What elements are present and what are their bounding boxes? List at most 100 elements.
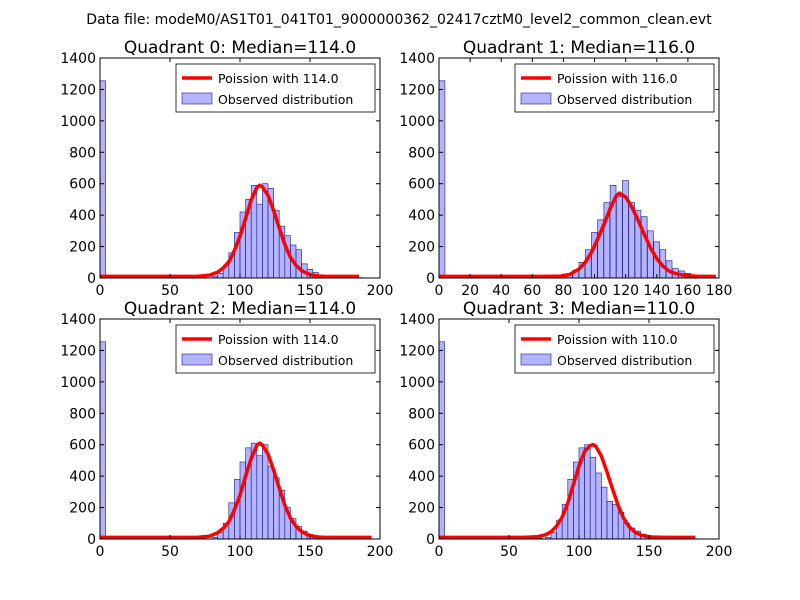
x-tick-label: 180 <box>706 283 733 299</box>
x-tick-label: 0 <box>435 544 444 560</box>
y-tick-label: 400 <box>408 208 435 224</box>
y-tick-label: 400 <box>69 208 96 224</box>
y-tick-label: 1200 <box>399 343 435 359</box>
y-tick-label: 1400 <box>60 51 96 67</box>
x-tick-label: 150 <box>297 283 324 299</box>
y-tick-label: 400 <box>408 469 435 485</box>
histogram-bar <box>628 202 635 278</box>
x-tick-label: 150 <box>636 544 663 560</box>
legend: Poission with 114.0 Observed distribution <box>175 324 376 374</box>
histogram-bar <box>100 80 106 278</box>
y-tick-label: 0 <box>87 532 96 548</box>
x-tick-label: 100 <box>581 283 608 299</box>
x-tick-label: 150 <box>297 544 324 560</box>
histogram-bar <box>603 202 611 278</box>
poisson-curve-line <box>439 191 716 278</box>
x-tick-label: 40 <box>492 283 510 299</box>
histogram-bars <box>100 80 364 278</box>
quadrant-2-chart: 0 50 100 150 200 0 200 400 600 800 1000 1200 1400 Qua… <box>60 299 393 560</box>
y-tick-label: 1200 <box>60 343 96 359</box>
x-tick-label: 20 <box>461 283 479 299</box>
histogram-bar <box>262 444 269 539</box>
figure-suptitle: Data file: modeM0/AS1T01_041T01_90000003… <box>86 12 712 28</box>
y-tick-label: 400 <box>69 469 96 485</box>
legend: Poission with 110.0 Observed distribution <box>514 324 715 374</box>
legend-histogram-swatch <box>520 353 552 366</box>
legend-curve-label: Poission with 116.0 <box>557 71 678 86</box>
histogram-bar <box>256 455 263 539</box>
poisson-curve-line <box>100 441 372 539</box>
x-tick-label: 0 <box>96 544 105 560</box>
y-tick-label: 800 <box>408 406 435 422</box>
poisson-curve-line <box>439 442 696 539</box>
y-tick-label: 1000 <box>399 375 435 391</box>
quadrant-0-chart: 0 50 100 150 200 0 200 400 600 800 1000 1200 1400 Qua… <box>60 38 393 299</box>
quadrant-title: Quadrant 2: Median=114.0 <box>124 299 356 319</box>
x-tick-label: 100 <box>227 544 254 560</box>
quadrant-title: Quadrant 3: Median=110.0 <box>463 299 695 319</box>
y-tick-label: 0 <box>87 271 96 287</box>
x-tick-label: 200 <box>706 544 733 560</box>
quadrant-1-chart: 0 20 40 60 80 100 120 140 160 180 0 200 400 600 800 100… <box>399 38 732 299</box>
y-tick-label: 0 <box>426 271 435 287</box>
x-tick-label: 200 <box>367 544 394 560</box>
histogram-bar <box>634 210 642 278</box>
y-tick-label: 1000 <box>60 375 96 391</box>
y-tick-label: 200 <box>408 240 435 256</box>
quadrant-title: Quadrant 1: Median=116.0 <box>463 38 695 58</box>
legend-histogram-swatch <box>181 92 213 105</box>
histogram-bar <box>597 219 604 278</box>
y-tick-label: 200 <box>69 240 96 256</box>
y-tick-label: 200 <box>69 501 96 517</box>
x-tick-label: 200 <box>367 283 394 299</box>
legend: Poission with 116.0 Observed distribution <box>514 63 715 113</box>
legend-curve-label: Poission with 114.0 <box>218 71 339 86</box>
legend-curve-label: Poission with 114.0 <box>218 332 339 347</box>
y-tick-label: 1000 <box>60 114 96 130</box>
y-tick-label: 600 <box>69 438 96 454</box>
histogram-bar <box>595 472 602 539</box>
x-tick-label: 80 <box>555 283 573 299</box>
y-tick-label: 1400 <box>60 312 96 328</box>
x-tick-label: 140 <box>643 283 670 299</box>
legend-histogram-label: Observed distribution <box>557 92 692 107</box>
histogram-bar <box>550 532 557 539</box>
poisson-curve-line <box>100 183 359 278</box>
histogram-bar <box>616 195 623 278</box>
x-tick-label: 50 <box>161 544 179 560</box>
histogram-bar <box>601 486 608 539</box>
histogram-bar <box>622 180 629 278</box>
histogram-bar <box>609 184 617 278</box>
legend: Poission with 114.0 Observed distribution <box>175 63 376 113</box>
legend-histogram-label: Observed distribution <box>557 353 692 368</box>
y-tick-label: 600 <box>408 177 435 193</box>
legend-curve-label: Poission with 110.0 <box>557 332 678 347</box>
histogram-bar <box>217 272 224 278</box>
y-tick-label: 1200 <box>399 82 435 98</box>
histogram-bars <box>100 341 370 539</box>
x-tick-label: 50 <box>500 544 518 560</box>
histogram-bar <box>439 80 446 278</box>
quadrant-title: Quadrant 0: Median=114.0 <box>124 38 356 58</box>
y-tick-label: 1400 <box>399 312 435 328</box>
y-tick-label: 600 <box>408 438 435 454</box>
histogram-bar <box>584 444 591 539</box>
y-tick-label: 1000 <box>399 114 435 130</box>
axes-frame <box>438 57 720 279</box>
histogram-bar <box>267 466 274 539</box>
x-tick-label: 100 <box>227 283 254 299</box>
y-tick-label: 200 <box>408 501 435 517</box>
legend-histogram-swatch <box>520 92 552 105</box>
x-tick-label: 120 <box>612 283 639 299</box>
y-tick-label: 800 <box>69 145 96 161</box>
histogram-bar <box>589 456 597 539</box>
legend-histogram-label: Observed distribution <box>218 92 353 107</box>
histogram-bar <box>100 341 106 539</box>
y-tick-label: 800 <box>69 406 96 422</box>
histogram-bar <box>439 341 445 539</box>
quadrant-3-chart: 0 50 100 150 200 0 200 400 600 800 1000 1200 1400 Qua… <box>399 299 732 560</box>
y-tick-label: 600 <box>69 177 96 193</box>
y-tick-label: 1400 <box>399 51 435 67</box>
y-tick-label: 800 <box>408 145 435 161</box>
x-tick-label: 50 <box>161 283 179 299</box>
